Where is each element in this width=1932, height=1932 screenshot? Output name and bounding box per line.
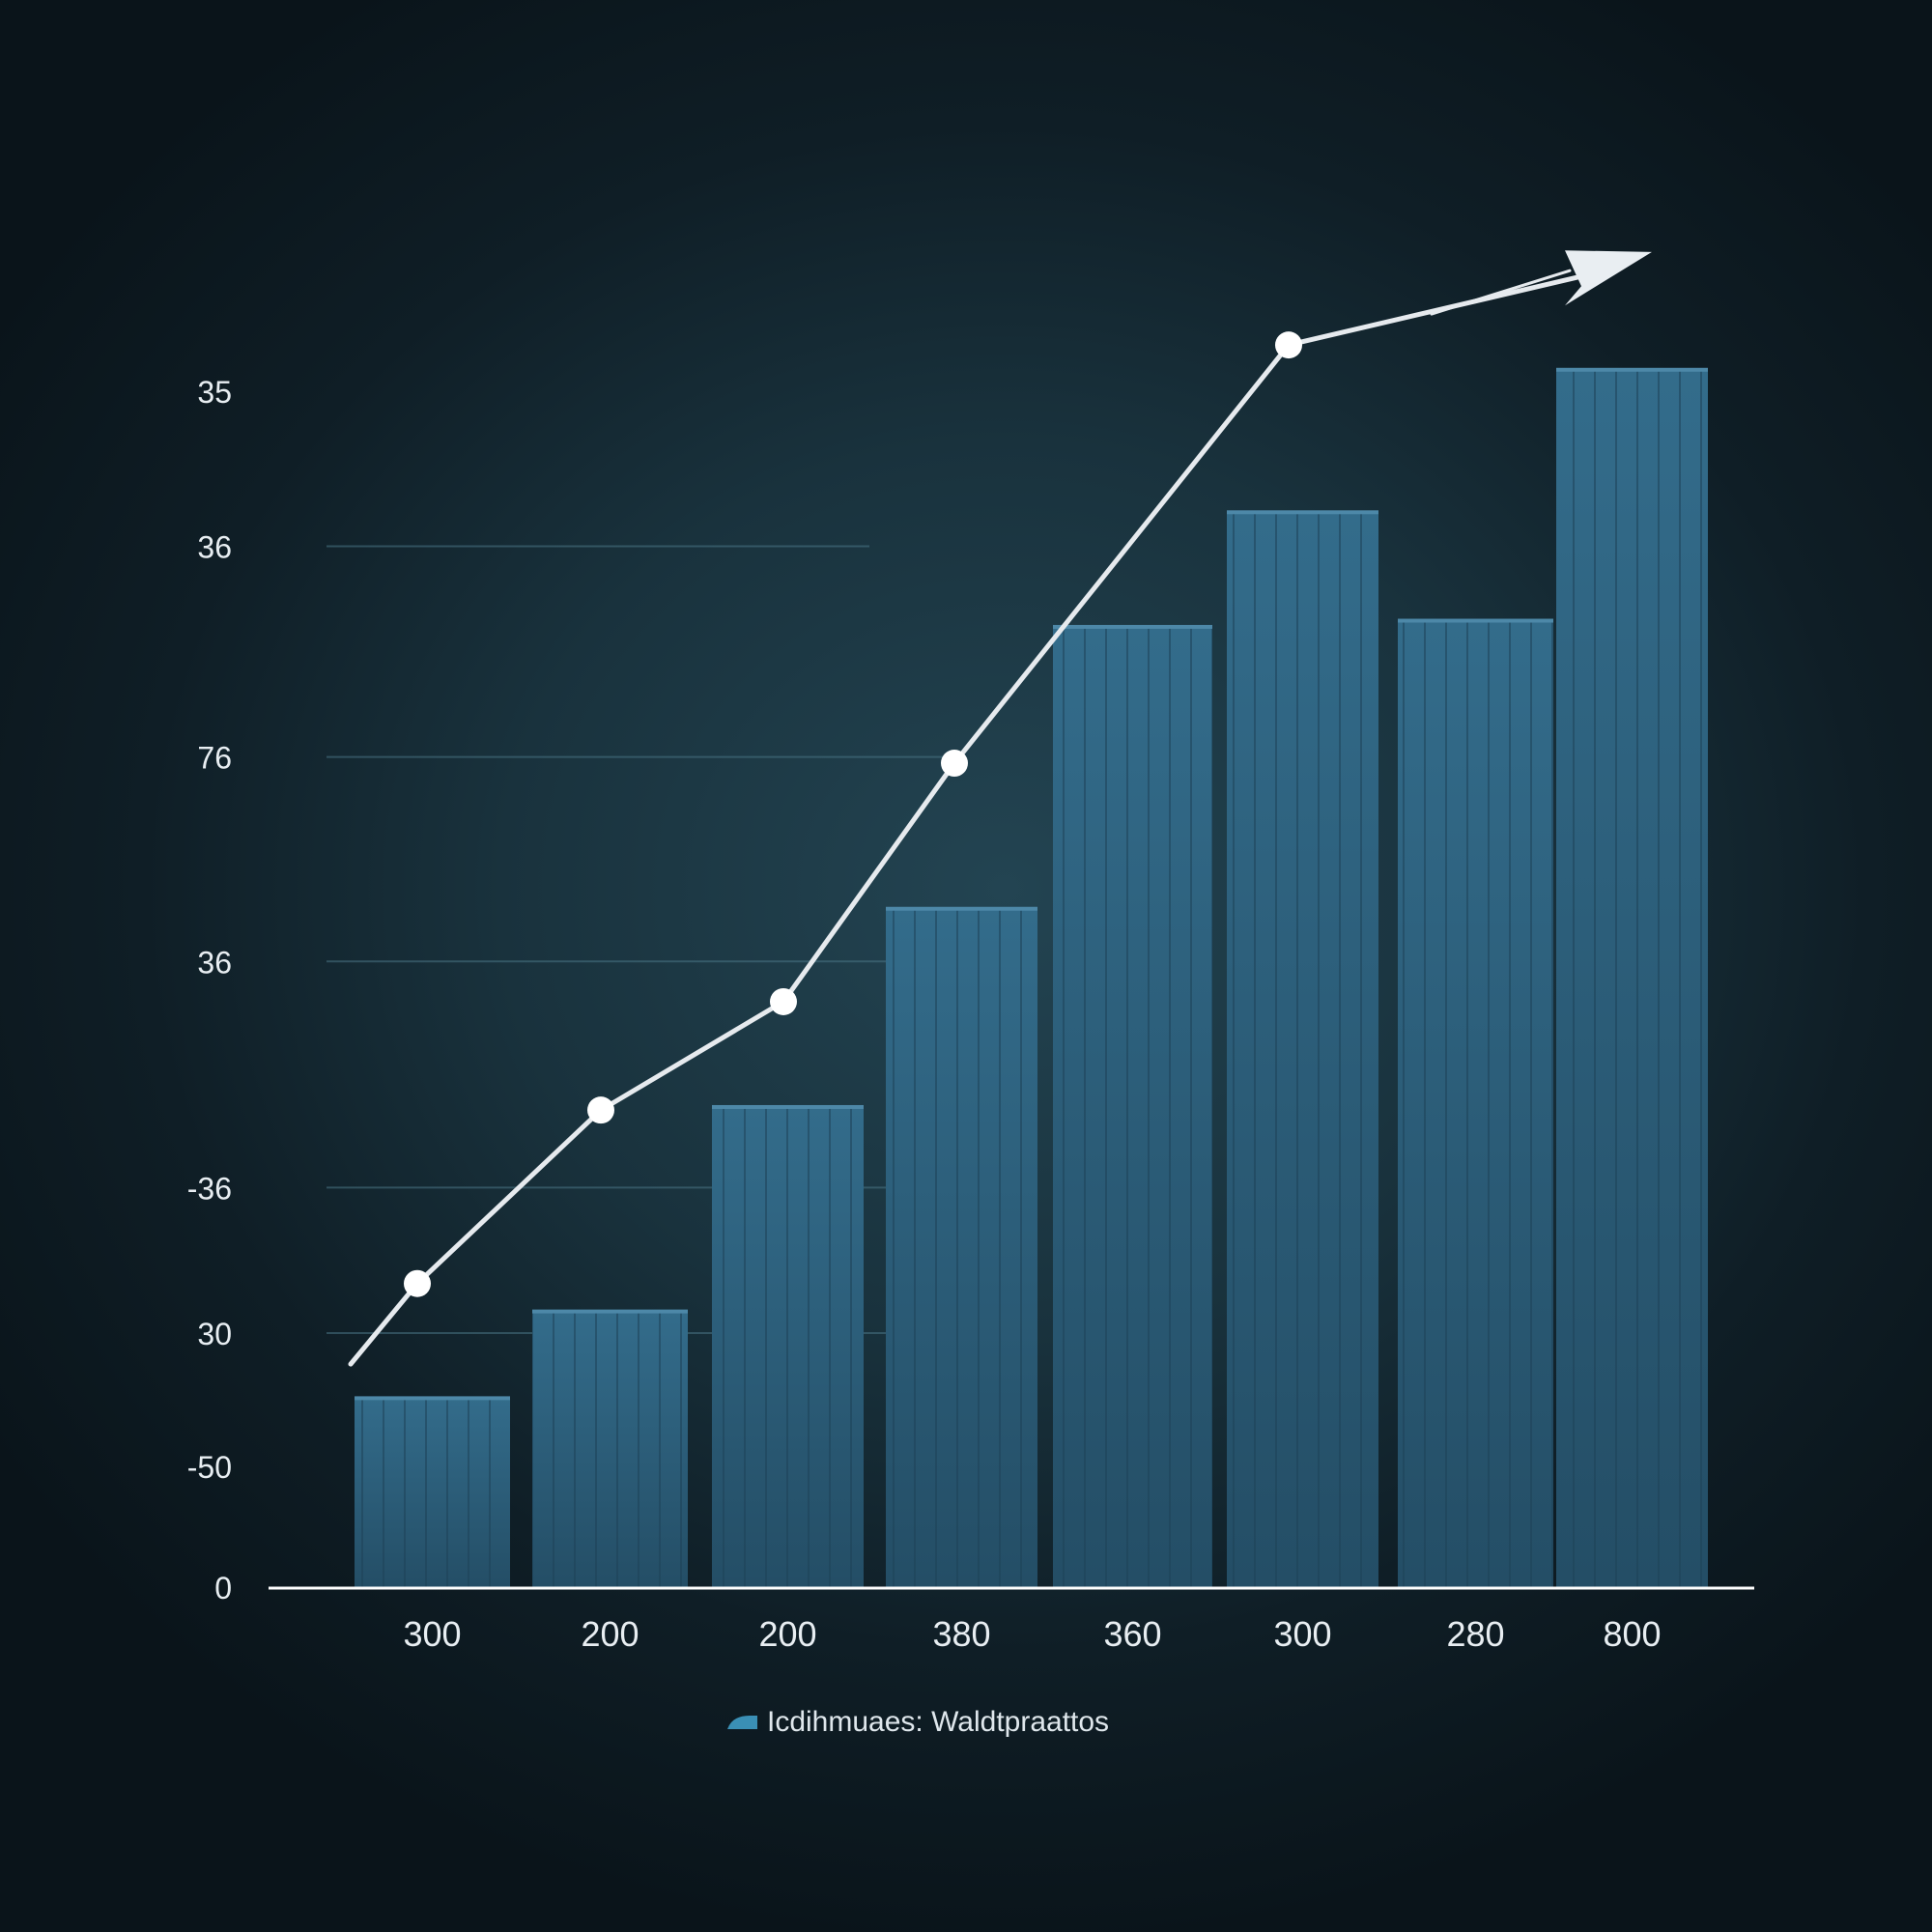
line-marker-3 xyxy=(941,750,968,778)
y-tick-label: 36 xyxy=(197,945,232,980)
y-tick-label: -50 xyxy=(187,1450,232,1485)
y-tick-label: 0 xyxy=(214,1571,232,1605)
legend: Icdihmuaes: Waldtpraattos xyxy=(727,1706,1109,1738)
bar-stripes-3 xyxy=(886,908,1037,1587)
y-tick-label: 36 xyxy=(197,530,232,565)
bar-stripes-2 xyxy=(712,1106,864,1587)
x-tick-label: 200 xyxy=(758,1614,816,1654)
bar-stripes-0 xyxy=(355,1398,510,1587)
x-tick-label: 200 xyxy=(581,1614,639,1654)
bar-top-edge-0 xyxy=(355,1396,510,1401)
x-tick-label: 280 xyxy=(1446,1614,1504,1654)
y-tick-labels: 0 -50 30 -36 36 76 36 35 xyxy=(187,375,232,1605)
bar-stripes-1 xyxy=(532,1311,688,1587)
legend-label: Icdihmuaes: Waldtpraattos xyxy=(767,1706,1109,1738)
bar-stripes-6 xyxy=(1398,620,1553,1587)
bar-top-edge-1 xyxy=(532,1309,688,1314)
trend-line xyxy=(348,250,1652,1367)
bar-top-edge-5 xyxy=(1227,510,1378,515)
bars xyxy=(355,367,1708,1588)
line-marker-4 xyxy=(1275,331,1302,359)
bar-top-edge-6 xyxy=(1398,618,1553,623)
trend-line-streak xyxy=(1430,269,1572,316)
x-tick-label: 300 xyxy=(1273,1614,1331,1654)
legend-swatch xyxy=(727,1716,757,1729)
bar-stripes-4 xyxy=(1053,626,1212,1587)
y-tick-label: 35 xyxy=(197,375,232,410)
bar-top-edge-7 xyxy=(1556,367,1708,372)
line-marker-0 xyxy=(404,1269,431,1297)
bar-stripes-5 xyxy=(1227,512,1378,1588)
y-tick-label: 30 xyxy=(197,1317,232,1351)
line-marker-2 xyxy=(770,987,797,1015)
bar-top-edge-3 xyxy=(886,906,1037,911)
line-marker-1 xyxy=(587,1096,614,1124)
x-tick-label: 800 xyxy=(1603,1614,1661,1654)
y-tick-label: -36 xyxy=(187,1171,232,1206)
bar-top-edge-2 xyxy=(712,1104,864,1109)
x-tick-label: 380 xyxy=(932,1614,990,1654)
y-tick-label: 76 xyxy=(197,741,232,776)
bar-stripes-7 xyxy=(1556,369,1708,1587)
x-tick-label: 360 xyxy=(1103,1614,1161,1654)
bar-top-edge-4 xyxy=(1053,624,1212,629)
x-tick-labels: 300 200 200 380 360 300 280 800 xyxy=(403,1614,1661,1654)
trend-arrow-head xyxy=(1565,250,1652,306)
x-tick-label: 300 xyxy=(403,1614,461,1654)
